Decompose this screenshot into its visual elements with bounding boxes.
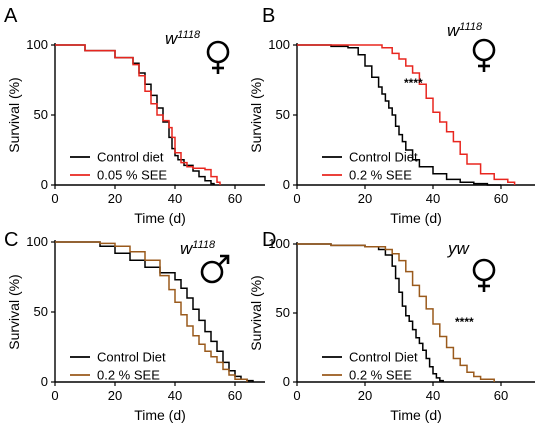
female-symbol-icon [472, 38, 496, 72]
legend-label: 0.2 % SEE [349, 168, 412, 183]
x-tick-label: 60 [494, 388, 508, 403]
y-tick-label: 0 [283, 374, 290, 389]
x-tick-label: 40 [426, 191, 440, 206]
x-tick-label: 20 [358, 191, 372, 206]
genotype-superscript: 1118 [459, 21, 483, 33]
female-symbol-icon [206, 40, 230, 74]
legend-label: 0.05 % SEE [97, 168, 167, 183]
legend-label: Control Diet [349, 150, 418, 165]
panel-letter: D [262, 229, 276, 251]
female-symbol-circle [206, 40, 230, 64]
y-tick-label: 100 [26, 234, 48, 249]
y-tick-label: 50 [276, 107, 290, 122]
female-symbol-icon [472, 258, 496, 292]
x-axis-label: Time (d) [390, 407, 442, 423]
x-tick-label: 40 [168, 191, 182, 206]
x-tick-label: 60 [228, 191, 242, 206]
panel-b: B 0 20 40 60 0 50 100 Time (d) Survival (%) Contro… [248, 5, 535, 226]
male-symbol-arrow-shaft [218, 255, 229, 266]
panel-letter: C [4, 229, 18, 251]
survival-curve-control [297, 44, 501, 186]
y-tick-label: 50 [276, 305, 290, 320]
x-axis-label: Time (d) [134, 407, 186, 423]
x-tick-label: 20 [108, 388, 122, 403]
survival-curve-see [55, 44, 221, 185]
panel-letter: A [4, 5, 18, 27]
male-symbol-icon [200, 254, 230, 284]
y-tick-label: 50 [34, 304, 48, 319]
female-symbol-circle [472, 258, 496, 282]
survival-curve-control [297, 243, 444, 382]
y-tick-label: 0 [41, 374, 48, 389]
genotype-label: w1118 [447, 21, 483, 40]
x-axis-label: Time (d) [134, 210, 186, 226]
genotype-superscript: 1118 [192, 239, 216, 251]
legend-label: Control diet [97, 150, 164, 165]
survival-curve-see [55, 241, 248, 382]
y-axis-label: Survival (%) [248, 77, 264, 152]
genotype-superscript: 1118 [177, 29, 201, 41]
y-axis-label: Survival (%) [248, 275, 264, 350]
x-tick-label: 0 [51, 388, 58, 403]
y-tick-label: 100 [268, 236, 290, 251]
y-tick-label: 100 [26, 37, 48, 52]
x-tick-label: 40 [426, 388, 440, 403]
female-symbol-circle [472, 38, 496, 62]
panel-d: D 0 20 40 60 0 50 100 Time (d) Survival (%) Contro… [248, 229, 535, 423]
genotype-label: w1118 [165, 29, 201, 48]
x-tick-label: 20 [358, 388, 372, 403]
male-symbol-arrow-head [220, 254, 230, 264]
survival-curve-control [55, 241, 254, 382]
x-axis-label: Time (d) [390, 210, 442, 226]
legend-label: Control Diet [349, 350, 418, 365]
x-tick-label: 20 [108, 191, 122, 206]
survival-curve-see [297, 44, 516, 185]
x-tick-label: 0 [293, 191, 300, 206]
significance-marker: **** [404, 76, 423, 90]
x-tick-label: 0 [51, 191, 58, 206]
x-tick-label: 60 [228, 388, 242, 403]
x-tick-label: 0 [293, 388, 300, 403]
male-symbol-circle [200, 260, 224, 284]
y-tick-label: 50 [34, 107, 48, 122]
legend-label: 0.2 % SEE [349, 368, 412, 383]
y-tick-label: 0 [283, 177, 290, 192]
legend-label: Control Diet [97, 350, 166, 365]
panel-c: C 0 20 40 60 0 50 100 Time (d) Survival (%) Contro… [4, 229, 265, 423]
panel-a: A 0 20 40 60 0 50 100 Time (d) Survival (%) Contro… [4, 5, 265, 226]
survival-curve-see [297, 243, 495, 382]
genotype-label: w1118 [180, 239, 216, 258]
y-axis-label: Survival (%) [6, 274, 22, 349]
x-tick-label: 60 [494, 191, 508, 206]
legend-label: 0.2 % SEE [97, 368, 160, 383]
genotype-label: yw [447, 239, 471, 258]
panel-letter: B [262, 5, 275, 27]
panels: A 0 20 40 60 0 50 100 Time (d) Survival (%) Contro… [4, 5, 535, 423]
y-tick-label: 0 [41, 177, 48, 192]
y-tick-label: 100 [268, 37, 290, 52]
x-tick-label: 40 [168, 388, 182, 403]
significance-marker: **** [455, 315, 474, 329]
y-axis-label: Survival (%) [6, 77, 22, 152]
